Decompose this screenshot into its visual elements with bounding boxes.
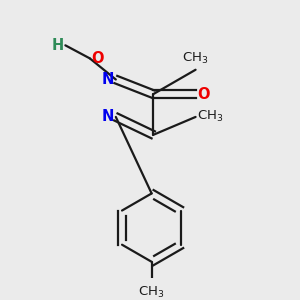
- Text: CH$_3$: CH$_3$: [138, 285, 165, 300]
- Text: CH$_3$: CH$_3$: [182, 51, 209, 67]
- Text: N: N: [102, 110, 114, 124]
- Text: CH$_3$: CH$_3$: [197, 110, 224, 124]
- Text: N: N: [102, 72, 114, 87]
- Text: O: O: [92, 51, 104, 66]
- Text: O: O: [197, 87, 210, 102]
- Text: H: H: [52, 38, 64, 53]
